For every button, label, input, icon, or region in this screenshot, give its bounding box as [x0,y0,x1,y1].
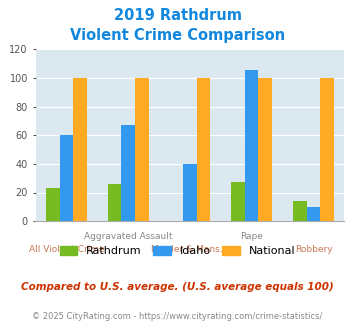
Bar [108,184,121,221]
Text: All Violent Crime: All Violent Crime [28,245,104,254]
Bar [320,78,334,221]
Text: Violent Crime Comparison: Violent Crime Comparison [70,28,285,43]
Text: Aggravated Assault: Aggravated Assault [84,232,173,241]
Text: Robbery: Robbery [295,245,332,254]
Bar [258,78,272,221]
Bar [46,188,60,221]
Text: 2019 Rathdrum: 2019 Rathdrum [114,8,241,23]
Legend: Rathdrum, Idaho, National: Rathdrum, Idaho, National [55,242,300,261]
Bar [245,70,258,221]
Bar [135,78,148,221]
Bar [183,164,197,221]
Bar [73,78,87,221]
Bar [121,125,135,221]
Bar [197,78,210,221]
Text: Murder & Mans...: Murder & Mans... [151,245,229,254]
Bar [307,207,320,221]
Bar [231,182,245,221]
Bar [60,135,73,221]
Text: © 2025 CityRating.com - https://www.cityrating.com/crime-statistics/: © 2025 CityRating.com - https://www.city… [32,312,323,321]
Bar [293,201,307,221]
Text: Rape: Rape [240,232,263,241]
Text: Compared to U.S. average. (U.S. average equals 100): Compared to U.S. average. (U.S. average … [21,282,334,292]
